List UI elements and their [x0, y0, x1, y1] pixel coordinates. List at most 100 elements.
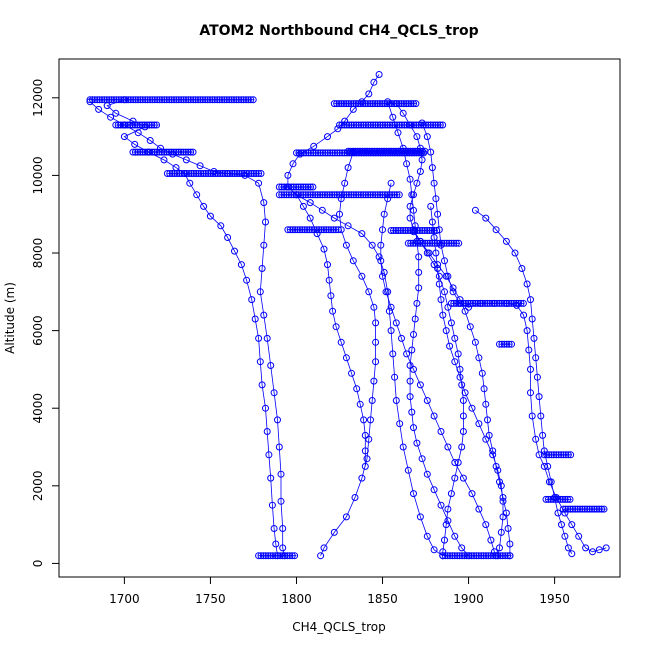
data-point — [231, 170, 239, 177]
data-point — [193, 191, 201, 199]
data-point — [371, 100, 379, 108]
data-point — [182, 148, 190, 156]
data-point — [416, 168, 424, 175]
data-point — [411, 227, 419, 234]
data-point — [352, 121, 360, 129]
data-point — [337, 338, 345, 346]
data-point — [141, 121, 149, 129]
data-point — [392, 147, 400, 155]
data-point — [347, 147, 354, 155]
data-point — [598, 505, 606, 513]
data-point — [257, 552, 265, 560]
data-point — [178, 170, 186, 177]
data-point — [568, 521, 576, 529]
data-point — [121, 121, 129, 129]
data-point — [435, 280, 443, 288]
data-point — [157, 144, 164, 152]
data-point — [334, 125, 342, 133]
data-point — [184, 96, 192, 104]
data-point — [409, 147, 417, 155]
data-point — [342, 513, 350, 521]
data-point — [231, 247, 238, 255]
data-point — [143, 121, 151, 129]
data-point — [256, 358, 264, 366]
data-point — [291, 226, 299, 234]
data-point — [333, 100, 341, 108]
data-point — [388, 121, 396, 129]
data-point — [160, 96, 168, 104]
data-point — [433, 239, 441, 247]
data-point — [414, 147, 422, 155]
data-point — [107, 113, 115, 121]
data-point — [505, 299, 513, 307]
data-point — [192, 170, 200, 177]
data-point — [370, 377, 378, 385]
data-point — [150, 121, 158, 129]
plot-area — [86, 71, 610, 560]
data-point — [217, 222, 225, 230]
data-point — [208, 96, 216, 104]
data-point — [136, 148, 144, 156]
data-point — [358, 474, 366, 482]
data-point — [286, 226, 294, 234]
data-point — [416, 513, 424, 521]
x-tick-label: 1950 — [539, 592, 570, 606]
data-point — [511, 249, 519, 257]
data-point — [402, 100, 410, 108]
data-point — [564, 544, 572, 552]
data-point — [548, 451, 555, 459]
data-point — [258, 265, 266, 272]
series-line-4 — [395, 103, 511, 556]
data-point — [403, 160, 411, 168]
data-point — [540, 451, 548, 459]
data-point — [218, 96, 226, 104]
data-point — [383, 191, 391, 199]
data-point — [432, 121, 439, 129]
data-point — [206, 96, 214, 104]
data-point — [471, 338, 479, 346]
data-point — [398, 100, 405, 108]
data-point — [260, 311, 268, 319]
data-point — [576, 505, 584, 513]
data-point — [263, 428, 271, 435]
data-point — [499, 552, 507, 560]
data-point — [338, 191, 346, 199]
data-point — [211, 96, 219, 104]
data-point — [189, 96, 197, 104]
data-point — [550, 451, 558, 459]
data-point — [277, 470, 285, 478]
data-point — [131, 121, 139, 129]
data-point — [359, 147, 366, 155]
data-point — [321, 191, 329, 199]
data-point — [458, 381, 466, 389]
data-point — [366, 100, 374, 108]
data-point — [408, 191, 416, 199]
data-point — [589, 548, 596, 556]
data-point — [387, 179, 395, 187]
data-point — [504, 552, 512, 560]
data-point — [408, 408, 416, 416]
data-point — [112, 96, 120, 104]
data-point — [469, 299, 477, 307]
data-point — [406, 202, 414, 210]
data-point — [498, 340, 506, 348]
data-point — [399, 109, 407, 117]
data-point — [175, 148, 183, 156]
data-point — [549, 495, 557, 503]
data-point — [459, 428, 467, 435]
data-point — [287, 183, 295, 191]
data-point — [153, 148, 161, 156]
data-point — [399, 147, 407, 155]
data-point — [581, 505, 589, 513]
data-point — [527, 365, 534, 373]
data-point — [230, 96, 238, 104]
data-point — [299, 191, 307, 199]
data-point — [482, 435, 490, 443]
data-point — [480, 385, 488, 393]
data-point — [482, 521, 490, 529]
data-point — [454, 350, 462, 358]
data-point — [276, 552, 284, 560]
data-point — [132, 96, 140, 104]
data-point — [523, 327, 531, 335]
